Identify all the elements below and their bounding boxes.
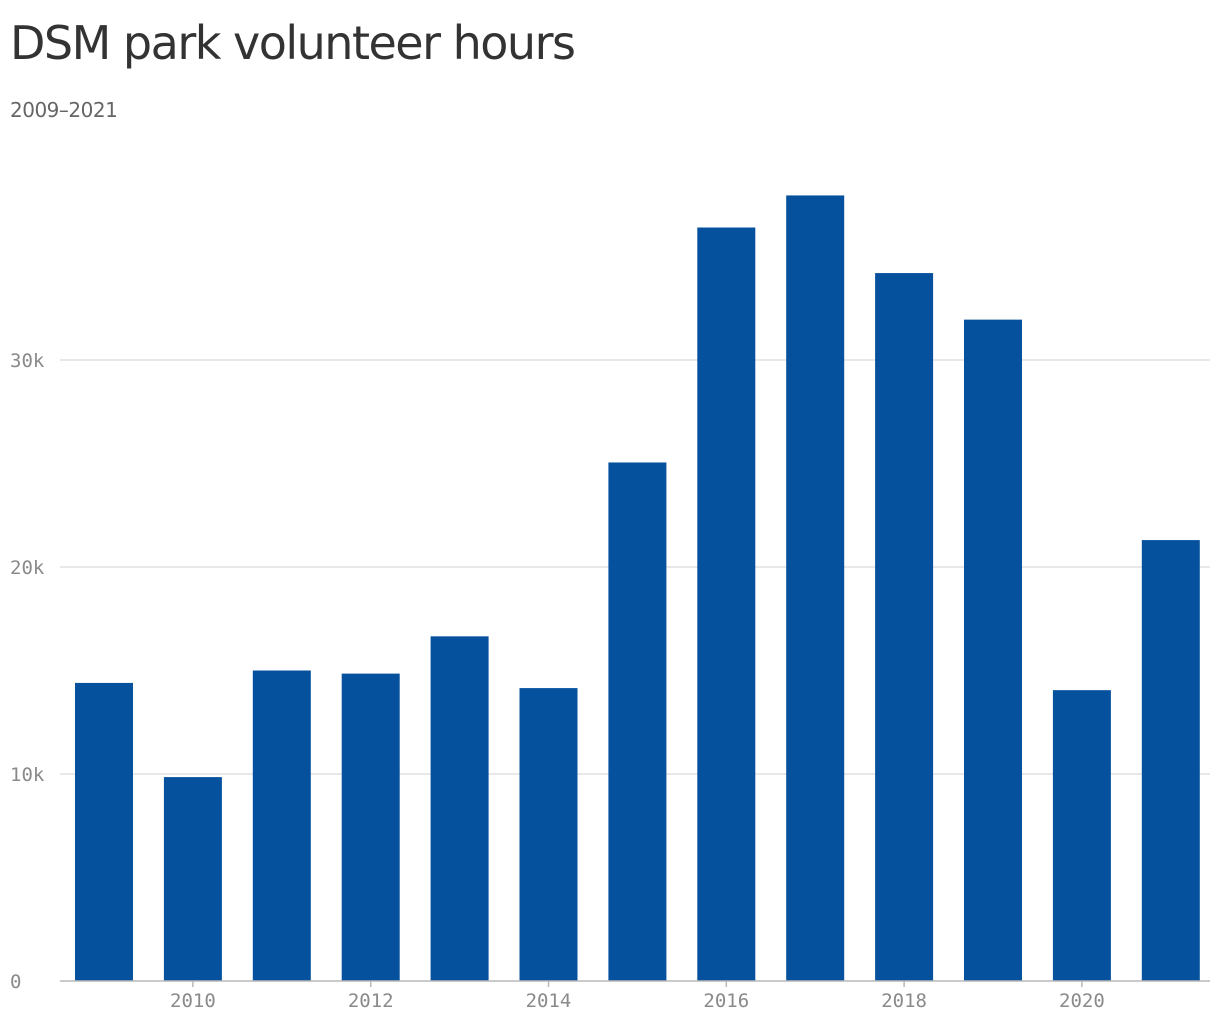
y-tick-label: 30k [10,350,45,372]
bar-2021 [1141,540,1200,981]
bar-2020 [1052,690,1111,981]
bar-2009 [75,682,133,981]
x-tick-label: 2014 [526,990,572,1012]
bar-2017 [786,195,845,981]
bar-2010 [163,777,222,981]
chart-subtitle: 2009–2021 [10,98,118,122]
bar-2016 [697,227,756,981]
y-tick-label: 0 [10,971,21,993]
axes: 0 10k 20k 30k 2010 2012 2014 2016 2018 2020 [10,350,1210,1012]
x-tick-label: 2012 [348,990,394,1012]
y-tick-label: 20k [10,557,45,579]
x-tick-label: 2020 [1059,990,1105,1012]
y-tick-label: 10k [10,764,45,786]
x-tick-label: 2016 [703,990,749,1012]
bar-2014 [519,688,578,981]
chart-title: DSM park volunteer hours [10,16,576,70]
bar-2019 [964,319,1022,981]
bar-2013 [430,636,489,981]
bar-2018 [875,273,934,981]
x-tick-label: 2010 [170,990,216,1012]
bar-2015 [608,462,667,982]
bar-2012 [341,673,400,981]
bars [75,195,1200,982]
bar-2011 [252,670,311,981]
x-tick-label: 2018 [881,990,927,1012]
